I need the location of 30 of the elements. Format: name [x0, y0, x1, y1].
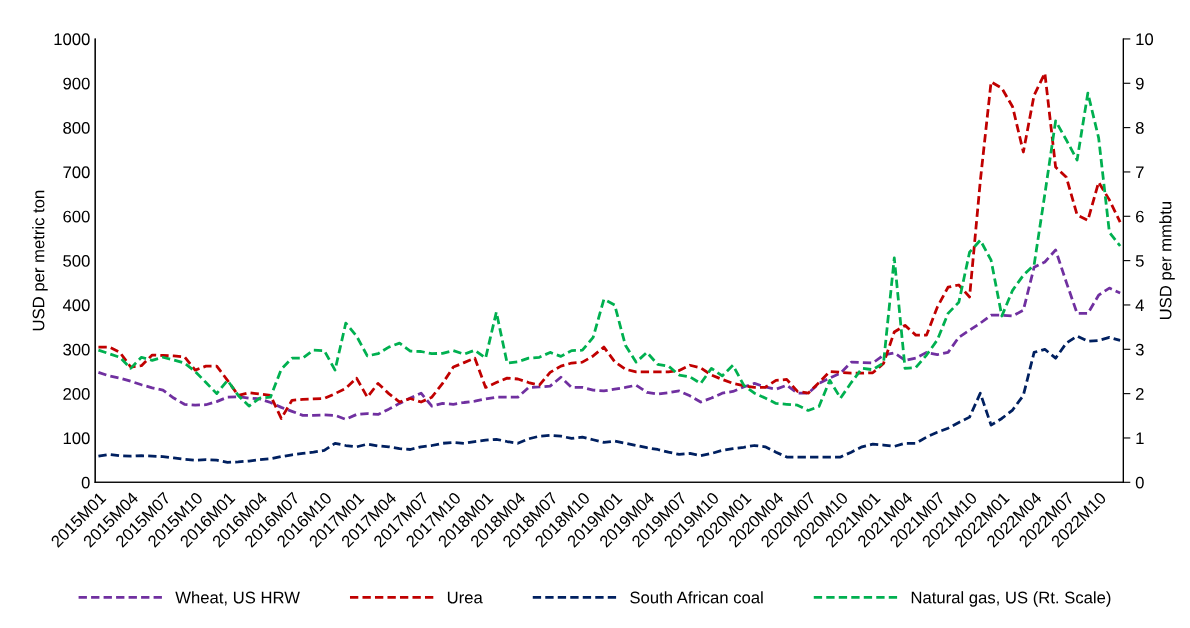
y2-tick-label: 2: [1136, 388, 1144, 400]
y-tick-label: 700: [63, 166, 90, 179]
y2-tick-label: 7: [1136, 166, 1144, 178]
line-series: [97, 334, 1122, 464]
y2-tick-label: 4: [1135, 299, 1144, 311]
legend-label: Wheat, US HRW: [175, 591, 300, 606]
y2-tick-label: 3: [1135, 343, 1144, 356]
y-tick-label: 600: [63, 210, 90, 223]
y-tick-label: 900: [63, 77, 90, 90]
y2-tick-label: 9: [1135, 77, 1144, 90]
y2-tick-label: 1: [1136, 432, 1144, 445]
y2-tick-label: 0: [1135, 476, 1144, 489]
y-tick-label: 500: [63, 255, 90, 267]
y-tick-label: 100: [63, 432, 90, 445]
y-tick-label: 200: [63, 388, 90, 400]
legend-label: Urea: [447, 591, 483, 604]
legend-label: South African coal: [630, 591, 763, 604]
y2-tick-label: 8: [1135, 122, 1144, 134]
y-tick-label: 1000: [54, 33, 90, 46]
y-tick-label: 300: [63, 343, 90, 356]
y2-tick-label: 5: [1135, 255, 1144, 267]
y-axis-title: USD per metric ton: [32, 190, 48, 331]
y-tick-label: 0: [81, 476, 90, 489]
legend-label: Natural gas, US (Rt. Scale): [911, 591, 1111, 607]
y2-axis-title: USD per mmbtu: [1159, 201, 1175, 320]
y2-tick-label: 10: [1136, 33, 1154, 46]
y-tick-label: 800: [63, 122, 90, 134]
y2-tick-label: 6: [1136, 210, 1144, 223]
line-series: [97, 248, 1122, 421]
y-tick-label: 400: [62, 299, 90, 312]
